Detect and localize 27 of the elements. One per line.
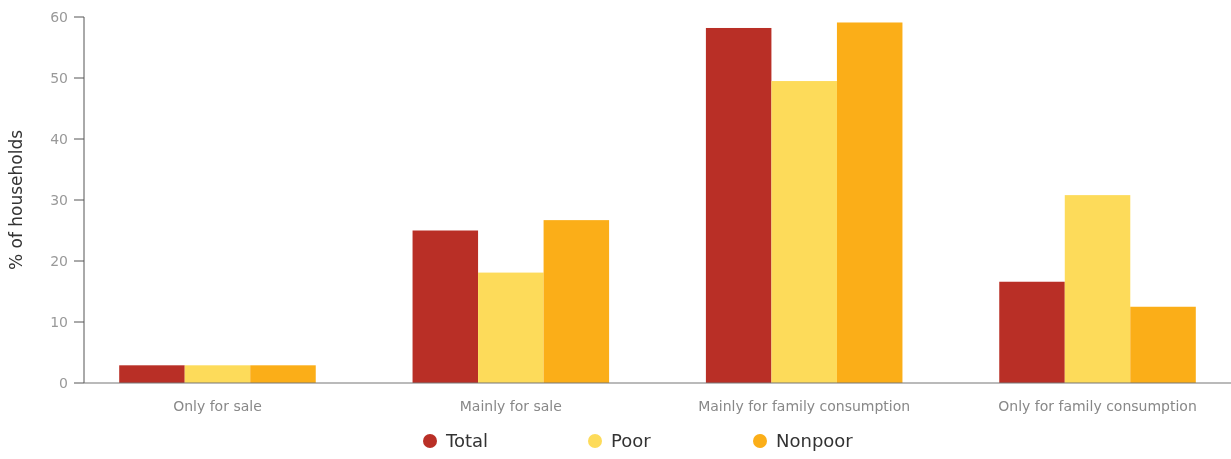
bar [1130, 306, 1196, 383]
y-axis-title: % of households [6, 129, 26, 271]
y-tick-label: 40 [50, 130, 68, 147]
y-tick-label: 10 [50, 313, 68, 330]
y-tick-label: 60 [50, 8, 68, 25]
bar [836, 22, 903, 383]
bar [1064, 195, 1131, 383]
bar [412, 230, 479, 383]
legend-label: Total [445, 430, 489, 451]
y-tick-label: 20 [50, 252, 68, 269]
bar [250, 365, 316, 383]
bar [119, 365, 185, 383]
y-tick-label: 50 [50, 69, 68, 86]
bar [543, 220, 610, 383]
bar [478, 272, 544, 383]
bar [705, 27, 772, 383]
bar [184, 365, 251, 383]
y-tick-label: 30 [50, 191, 68, 208]
legend-label: Poor [611, 430, 652, 451]
bar [999, 281, 1065, 383]
legend-label: Nonpoor [776, 430, 854, 451]
x-tick-label: Only for sale [173, 398, 262, 414]
x-tick-label: Only for family consumption [998, 398, 1197, 414]
x-tick-label: Mainly for family consumption [698, 398, 911, 414]
x-tick-label: Mainly for sale [459, 398, 562, 414]
bar [771, 81, 837, 383]
y-tick-label: 0 [59, 374, 68, 391]
